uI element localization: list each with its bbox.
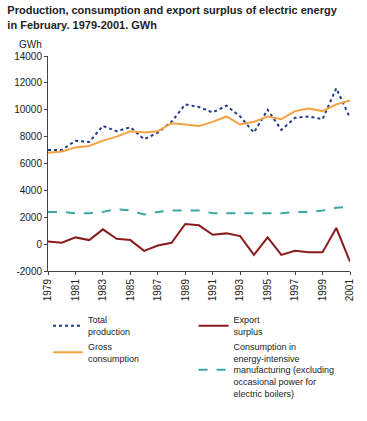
svg-text:2000: 2000 <box>20 212 43 223</box>
svg-text:2001: 2001 <box>344 279 355 302</box>
svg-text:Consumption inenergy-intensive: Consumption inenergy-intensivemanufactur… <box>234 342 335 399</box>
svg-text:1987: 1987 <box>152 279 163 302</box>
svg-text:4000: 4000 <box>20 185 43 196</box>
svg-text:1979: 1979 <box>42 279 53 302</box>
svg-text:1983: 1983 <box>97 279 108 302</box>
svg-text:6000: 6000 <box>20 158 43 169</box>
svg-text:1999: 1999 <box>317 279 328 302</box>
svg-text:10000: 10000 <box>14 104 42 115</box>
svg-text:1981: 1981 <box>70 279 81 302</box>
svg-text:14000: 14000 <box>14 51 42 62</box>
svg-text:Exportsurplus: Exportsurplus <box>234 315 264 337</box>
svg-text:1995: 1995 <box>262 279 273 302</box>
svg-text:1993: 1993 <box>234 279 245 302</box>
svg-text:Totalproduction: Totalproduction <box>88 315 130 337</box>
svg-text:1991: 1991 <box>207 279 218 302</box>
svg-text:1989: 1989 <box>180 279 191 302</box>
svg-text:8000: 8000 <box>20 131 43 142</box>
svg-text:12000: 12000 <box>14 77 42 88</box>
svg-text:1985: 1985 <box>125 279 136 302</box>
svg-text:Grossconsumption: Grossconsumption <box>88 342 139 364</box>
svg-text:-2000: -2000 <box>16 266 42 277</box>
svg-text:Production, consumption and ex: Production, consumption and export surpl… <box>7 4 337 30</box>
svg-text:1997: 1997 <box>289 279 300 302</box>
svg-text:0: 0 <box>36 239 42 250</box>
svg-text:GWh: GWh <box>19 39 42 50</box>
